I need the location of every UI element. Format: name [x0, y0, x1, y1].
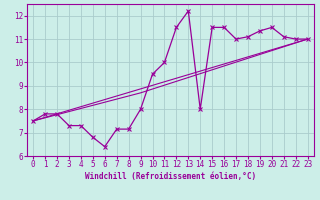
- X-axis label: Windchill (Refroidissement éolien,°C): Windchill (Refroidissement éolien,°C): [85, 172, 256, 181]
